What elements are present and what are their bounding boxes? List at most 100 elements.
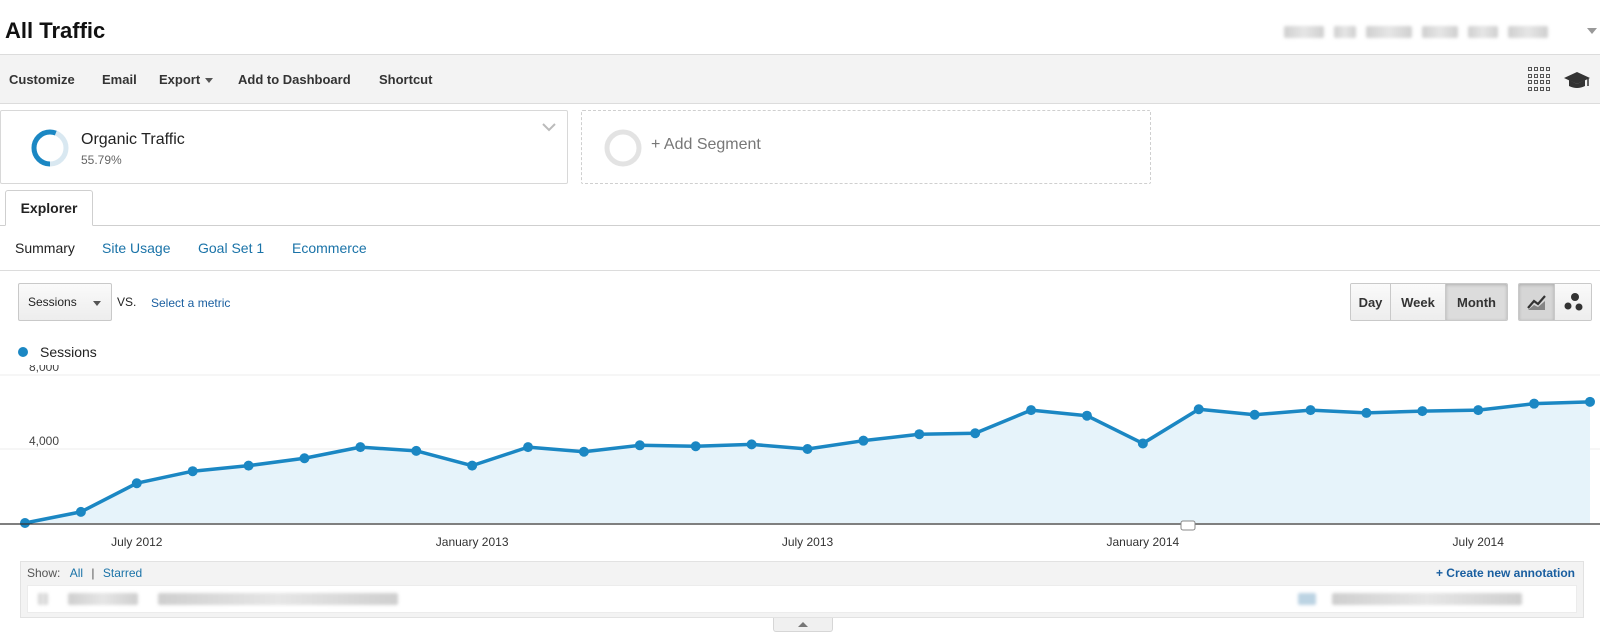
- date-range-picker[interactable]: [1284, 21, 1574, 43]
- email-button[interactable]: Email: [102, 72, 137, 87]
- data-point: [1361, 407, 1372, 418]
- create-annotation-link[interactable]: + Create new annotation: [1435, 566, 1575, 580]
- data-point: [75, 506, 86, 517]
- metric-select-value: Sessions: [28, 295, 77, 309]
- export-button[interactable]: Export: [159, 72, 214, 87]
- export-caret-icon: [205, 78, 214, 84]
- report-header: All Traffic: [0, 0, 1600, 54]
- data-point: [299, 453, 310, 464]
- x-tick-label: January 2014: [1106, 535, 1179, 549]
- data-point: [523, 442, 534, 453]
- collapse-annotations-button[interactable]: [773, 618, 833, 632]
- data-point: [970, 428, 981, 439]
- annotation-panel: Show: All | Starred + Create new annotat…: [20, 561, 1584, 618]
- date-range-redacted: [1468, 26, 1498, 38]
- data-point: [1417, 406, 1428, 417]
- annotation-redacted: [38, 593, 48, 605]
- subtab-divider: [0, 270, 1600, 271]
- data-point: [1137, 438, 1148, 449]
- data-point: [690, 441, 701, 452]
- date-range-caret-icon[interactable]: [1587, 28, 1597, 34]
- data-point: [578, 446, 589, 457]
- period-toggle: Day Week Month: [1350, 283, 1508, 321]
- legend-label: Sessions: [40, 344, 97, 360]
- date-range-redacted: [1366, 26, 1412, 38]
- segment-name: Organic Traffic: [81, 131, 185, 148]
- x-tick-label: July 2014: [1453, 535, 1505, 549]
- data-point: [1193, 404, 1204, 415]
- data-point: [131, 478, 142, 489]
- customize-button[interactable]: Customize: [9, 72, 75, 87]
- chart-legend: Sessions: [18, 343, 97, 361]
- export-label: Export: [159, 72, 201, 87]
- subtab-site-usage[interactable]: Site Usage: [102, 240, 171, 256]
- chevron-down-icon[interactable]: [541, 121, 557, 133]
- select-metric-link[interactable]: Select a metric: [151, 296, 231, 310]
- data-point: [634, 440, 645, 451]
- data-point: [355, 442, 366, 453]
- annotation-separator: |: [91, 566, 95, 580]
- segment-percent: 55.79%: [81, 153, 122, 167]
- add-segment-button[interactable]: + Add Segment: [581, 110, 1151, 184]
- period-month-button[interactable]: Month: [1446, 284, 1507, 320]
- annotation-redacted: [68, 593, 138, 605]
- data-point: [858, 435, 869, 446]
- segment-organic-traffic[interactable]: Organic Traffic 55.79%: [0, 110, 568, 184]
- add-to-dashboard-button[interactable]: Add to Dashboard: [238, 72, 351, 87]
- date-range-redacted: [1334, 26, 1356, 38]
- annotation-filter: Show: All | Starred: [27, 566, 142, 580]
- date-range-redacted: [1508, 26, 1548, 38]
- data-point: [1249, 409, 1260, 420]
- data-point: [1305, 405, 1316, 416]
- period-day-button[interactable]: Day: [1351, 284, 1391, 320]
- legend-dot-icon: [18, 347, 28, 357]
- subtab-ecommerce[interactable]: Ecommerce: [292, 240, 367, 256]
- chevron-down-icon: [93, 301, 101, 306]
- subtab-summary[interactable]: Summary: [15, 240, 75, 256]
- y-tick-label: 4,000: [29, 434, 59, 448]
- subtab-goal-set-1[interactable]: Goal Set 1: [198, 240, 265, 256]
- report-toolbar: Customize Email Export Add to Dashboard …: [0, 54, 1600, 104]
- annotation-show-label: Show:: [27, 566, 61, 580]
- line-chart-icon: [1526, 295, 1546, 310]
- page-title: All Traffic: [5, 18, 106, 43]
- data-point: [914, 429, 925, 440]
- date-range-redacted: [1284, 26, 1324, 38]
- motion-chart-button[interactable]: [1555, 284, 1591, 320]
- graduation-cap-icon[interactable]: [1563, 69, 1591, 91]
- data-point: [20, 518, 30, 528]
- data-point: [1081, 410, 1092, 421]
- x-tick-label: July 2012: [111, 535, 163, 549]
- data-point: [187, 466, 198, 477]
- data-point: [1473, 405, 1484, 416]
- data-point: [1585, 396, 1595, 407]
- y-tick-label: 8,000: [29, 365, 59, 374]
- annotation-show-all-link[interactable]: All: [69, 566, 84, 580]
- annotation-redacted: [1332, 593, 1522, 605]
- x-tick-label: January 2013: [436, 535, 509, 549]
- annotation-row[interactable]: [27, 585, 1577, 613]
- series-area: [25, 401, 1590, 523]
- shortcut-button[interactable]: Shortcut: [379, 72, 433, 87]
- annotation-marker-icon: [1180, 520, 1196, 531]
- data-point: [1026, 405, 1037, 416]
- apps-grid-icon[interactable]: [1528, 67, 1552, 91]
- data-point: [1529, 398, 1540, 409]
- tab-explorer[interactable]: Explorer: [5, 190, 93, 226]
- x-tick-label: July 2013: [782, 535, 834, 549]
- motion-chart-icon: [1564, 293, 1583, 311]
- annotation-show-starred-link[interactable]: Starred: [102, 566, 143, 580]
- period-week-button[interactable]: Week: [1391, 284, 1446, 320]
- explorer-subtabs: Summary Site Usage Goal Set 1 Ecommerce: [0, 240, 1600, 270]
- data-point: [243, 460, 254, 471]
- tab-divider: [0, 225, 1600, 226]
- data-point: [467, 460, 478, 471]
- annotation-redacted: [1298, 593, 1316, 605]
- data-point: [411, 445, 422, 456]
- line-chart-button[interactable]: [1519, 284, 1555, 320]
- empty-segment-ring-icon: [604, 129, 642, 167]
- chart-type-toggle: [1518, 283, 1592, 321]
- metric-select[interactable]: Sessions: [18, 283, 112, 321]
- add-segment-label: + Add Segment: [651, 136, 761, 153]
- sessions-chart[interactable]: 8,000 4,000 July 2012 January 2013 July 2013…: [0, 365, 1600, 565]
